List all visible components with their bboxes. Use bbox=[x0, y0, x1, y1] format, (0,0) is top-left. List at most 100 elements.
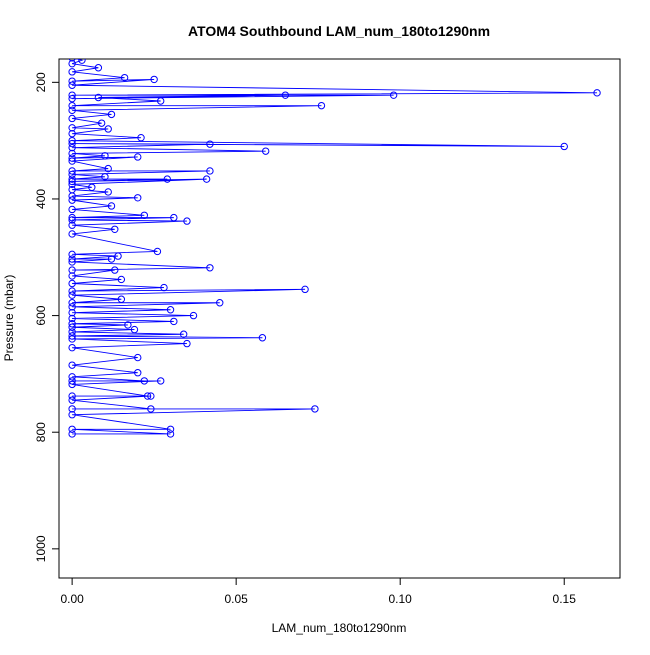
data-point bbox=[107, 255, 116, 263]
data-point bbox=[216, 299, 224, 307]
data-point bbox=[68, 230, 76, 238]
data-point bbox=[104, 188, 112, 196]
data-point bbox=[68, 221, 76, 229]
data-point bbox=[97, 119, 106, 127]
data-point bbox=[593, 89, 601, 97]
data-point bbox=[206, 264, 214, 272]
data-point bbox=[179, 330, 188, 338]
data-point bbox=[68, 299, 76, 307]
data-point bbox=[202, 175, 211, 183]
data-point bbox=[68, 411, 76, 419]
data-point bbox=[166, 430, 175, 438]
x-tick-label: 0.15 bbox=[553, 592, 577, 606]
data-point bbox=[68, 328, 76, 336]
data-point bbox=[111, 225, 119, 233]
data-point bbox=[68, 216, 76, 224]
data-point bbox=[68, 192, 76, 200]
data-point bbox=[68, 94, 76, 103]
data-point bbox=[68, 377, 76, 385]
x-tick-label: 0.05 bbox=[224, 592, 248, 606]
data-point bbox=[183, 217, 191, 225]
data-point bbox=[88, 183, 96, 191]
data-point bbox=[163, 175, 171, 183]
data-point bbox=[68, 124, 76, 132]
data-point bbox=[68, 279, 76, 288]
data-point bbox=[68, 175, 76, 183]
data-point bbox=[134, 353, 142, 362]
data-point bbox=[68, 430, 76, 438]
data-point bbox=[147, 392, 155, 400]
data-point bbox=[261, 147, 270, 155]
data-point bbox=[68, 157, 76, 165]
data-point bbox=[134, 194, 142, 202]
data-point bbox=[68, 205, 76, 214]
data-point bbox=[104, 125, 112, 133]
data-point bbox=[68, 361, 76, 369]
data-point bbox=[124, 321, 132, 329]
data-point bbox=[68, 114, 76, 123]
data-point bbox=[68, 77, 76, 85]
data-point bbox=[68, 396, 76, 404]
data-point bbox=[111, 266, 119, 274]
data-point bbox=[68, 196, 76, 204]
data-point bbox=[117, 295, 126, 303]
data-point bbox=[153, 247, 162, 256]
data-point bbox=[68, 308, 76, 317]
data-point bbox=[68, 314, 76, 323]
data-point bbox=[68, 373, 76, 381]
data-point bbox=[68, 380, 76, 389]
data-point bbox=[68, 335, 76, 343]
data-point bbox=[68, 91, 76, 99]
data-point bbox=[166, 425, 175, 433]
data-point bbox=[68, 59, 76, 62]
data-point bbox=[68, 425, 76, 433]
data-point bbox=[134, 369, 142, 377]
data-point bbox=[104, 164, 112, 173]
data-point bbox=[68, 213, 76, 222]
data-point bbox=[68, 143, 76, 152]
data-point bbox=[68, 106, 76, 115]
data-point bbox=[68, 250, 76, 259]
data-point bbox=[68, 139, 76, 148]
x-axis-ticks: 0.00 0.05 0.10 0.15 bbox=[60, 577, 577, 606]
data-point bbox=[68, 320, 76, 328]
data-point bbox=[68, 101, 76, 110]
data-point bbox=[560, 142, 568, 151]
data-point bbox=[68, 343, 76, 352]
data-point bbox=[170, 317, 178, 326]
data-point bbox=[68, 323, 76, 331]
data-point bbox=[134, 153, 142, 161]
data-point bbox=[68, 266, 76, 274]
data-point bbox=[206, 167, 214, 175]
data-point bbox=[157, 377, 165, 385]
data-point bbox=[317, 101, 326, 110]
data-point bbox=[68, 272, 76, 280]
data-point bbox=[68, 68, 76, 76]
y-tick-label: 600 bbox=[34, 305, 48, 325]
data-point bbox=[68, 170, 76, 179]
data-point bbox=[68, 180, 76, 189]
data-point bbox=[281, 91, 290, 99]
data-point bbox=[107, 110, 116, 119]
data-point bbox=[206, 140, 214, 148]
y-tick-label: 800 bbox=[34, 422, 48, 442]
data-point bbox=[68, 129, 76, 138]
data-point bbox=[68, 167, 76, 175]
y-tick-label: 200 bbox=[34, 72, 48, 92]
data-point bbox=[130, 325, 139, 334]
y-tick-label: 1000 bbox=[34, 535, 48, 562]
data-point bbox=[68, 303, 76, 311]
y-axis-label: Pressure (mbar) bbox=[2, 275, 16, 362]
x-tick-label: 0.00 bbox=[60, 592, 84, 606]
series-group bbox=[68, 59, 601, 438]
data-point bbox=[68, 81, 76, 89]
y-axis-ticks: 200 400 600 800 1000 bbox=[34, 72, 60, 562]
data-point bbox=[170, 213, 178, 222]
data-point bbox=[68, 154, 76, 162]
data-point bbox=[160, 283, 168, 292]
data-point bbox=[389, 91, 398, 99]
data-point bbox=[68, 291, 76, 299]
data-point bbox=[301, 285, 309, 294]
data-point bbox=[68, 287, 76, 295]
